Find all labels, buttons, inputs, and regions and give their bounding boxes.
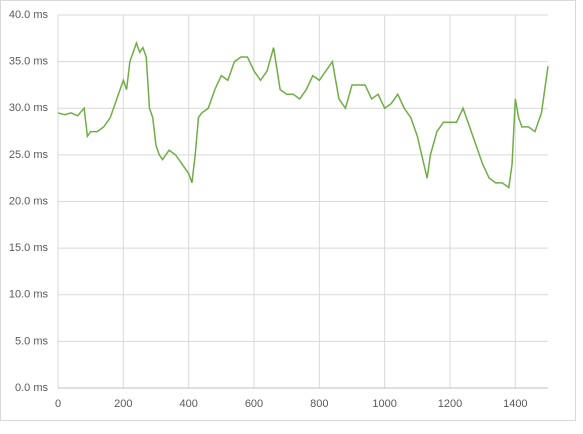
y-tick-label: 5.0 ms xyxy=(15,335,49,347)
y-tick-label: 20.0 ms xyxy=(9,195,49,207)
y-tick-label: 10.0 ms xyxy=(9,289,49,301)
y-tick-label: 35.0 ms xyxy=(9,56,49,68)
x-tick-label: 600 xyxy=(245,398,263,410)
x-tick-label: 200 xyxy=(114,398,132,410)
y-tick-label: 15.0 ms xyxy=(9,242,49,254)
y-tick-label: 30.0 ms xyxy=(9,102,49,114)
x-tick-label: 400 xyxy=(179,398,197,410)
x-tick-label: 1000 xyxy=(372,398,396,410)
y-tick-label: 25.0 ms xyxy=(9,149,49,161)
x-tick-label: 1400 xyxy=(503,398,527,410)
y-tick-label: 40.0 ms xyxy=(9,9,49,21)
x-tick-label: 0 xyxy=(55,398,61,410)
chart-border xyxy=(0,0,576,421)
y-tick-label: 0.0 ms xyxy=(15,382,49,394)
x-tick-label: 800 xyxy=(310,398,328,410)
data-line xyxy=(57,40,549,189)
x-tick-label: 1200 xyxy=(438,398,462,410)
